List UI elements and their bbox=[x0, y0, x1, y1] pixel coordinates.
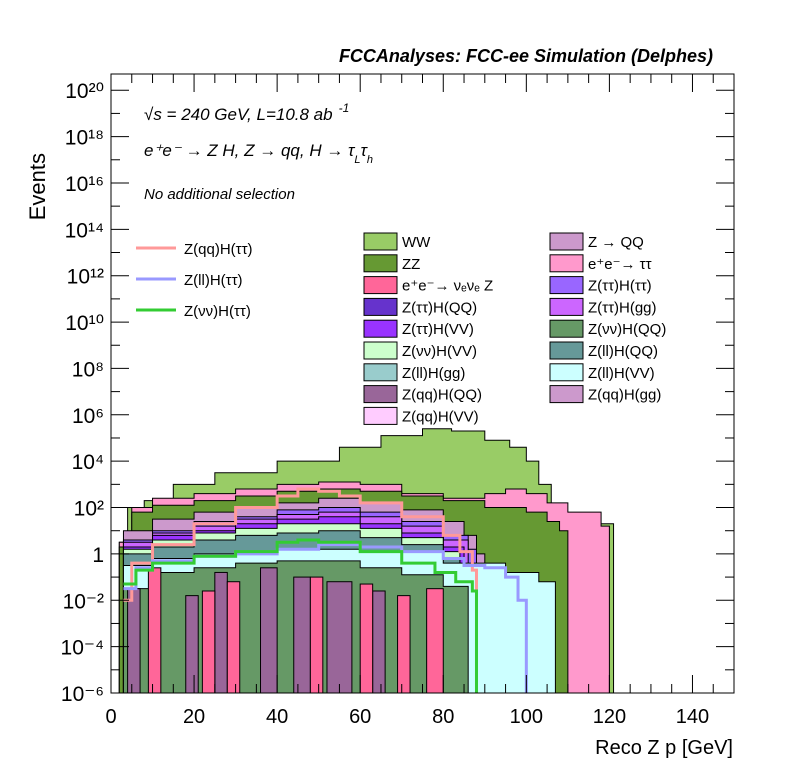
spike-bin bbox=[372, 590, 386, 694]
process-text: e⁺e⁻ → Z H, Z → qq, H → τ bbox=[144, 141, 356, 160]
chart-title: FCCAnalyses: FCC-ee Simulation (Delphes) bbox=[339, 46, 713, 66]
legend-swatch bbox=[363, 254, 398, 273]
process-sub-l: L bbox=[354, 154, 360, 166]
legend-label: Z → QQ bbox=[588, 234, 644, 251]
legend-label: Z(ττ)H(gg) bbox=[588, 299, 657, 316]
legend-swatch bbox=[363, 363, 398, 382]
spike-bin bbox=[214, 571, 228, 694]
legend-label: Z(νν)H(VV) bbox=[402, 343, 477, 360]
legend-label: Z(ll)H(VV) bbox=[588, 365, 655, 382]
legend: Z(qq)H(ττ) Z(ll)H(ττ) Z(νν)H(ττ) WW ZZ e⁺e⁻→ … bbox=[136, 232, 666, 425]
y-tick-label: 10¹⁸ bbox=[65, 127, 104, 150]
legend-swatch bbox=[363, 385, 398, 404]
legend-swatch bbox=[549, 341, 584, 360]
x-tick-label: 60 bbox=[349, 706, 371, 728]
y-tick-label: 10⁴ bbox=[72, 451, 104, 474]
legend-label: Z(qq)H(gg) bbox=[588, 387, 661, 404]
signal-line bbox=[123, 487, 478, 693]
spike-bin bbox=[426, 588, 444, 694]
x-tick-label: 140 bbox=[676, 706, 709, 728]
signal-line bbox=[123, 538, 478, 693]
x-tick-label: 40 bbox=[266, 706, 288, 728]
spike-bin bbox=[226, 581, 241, 694]
process-tau: τ bbox=[361, 141, 369, 160]
x-tick-label: 120 bbox=[593, 706, 626, 728]
legend-swatch bbox=[363, 232, 398, 251]
legend-label: Z(ll)H(gg) bbox=[402, 365, 465, 382]
y-tick-label: 10⁻² bbox=[63, 590, 104, 613]
legend-label: Z(qq)H(ττ) bbox=[184, 241, 253, 258]
legend-swatch bbox=[549, 276, 584, 295]
x-tick-label: 20 bbox=[183, 706, 205, 728]
spike-bin bbox=[260, 567, 278, 694]
y-axis-ticks: 10⁻⁶ 10⁻⁴ 10⁻² 1 10² 10⁴ 10⁶ 10⁸ 10¹⁰ 10¹² 10¹⁴ 10¹… bbox=[61, 80, 734, 706]
legend-swatch bbox=[549, 297, 584, 316]
x-axis-ticks: 0 20 40 60 80 100 120 140 bbox=[105, 74, 735, 728]
legend-label: Z(νν)H(ττ) bbox=[184, 303, 251, 320]
legend-label: WW bbox=[402, 234, 431, 251]
legend-label: Z(qq)H(VV) bbox=[402, 408, 479, 425]
energy-text: √s = 240 GeV, L=10.8 ab bbox=[144, 105, 333, 124]
selection-annotation: No additional selection bbox=[144, 186, 295, 203]
legend-label: Z(ττ)H(QQ) bbox=[402, 299, 477, 316]
signal-lines bbox=[123, 487, 528, 693]
spike-bin bbox=[326, 581, 353, 694]
x-tick-label: 100 bbox=[510, 706, 543, 728]
legend-label: Z(ll)H(ττ) bbox=[184, 272, 243, 289]
energy-annotation: √s = 240 GeV, L=10.8 ab -1 bbox=[144, 101, 349, 124]
legend-label: e⁺e⁻→ νₑνₑ Z bbox=[402, 278, 493, 295]
process-annotation: e⁺e⁻ → Z H, Z → qq, H → τLτh bbox=[144, 141, 373, 166]
legend-swatch bbox=[549, 254, 584, 273]
y-tick-label: 1 bbox=[92, 544, 104, 567]
spike-bin bbox=[185, 595, 199, 694]
legend-label: Z(νν)H(QQ) bbox=[588, 321, 666, 338]
legend-label: ZZ bbox=[402, 256, 420, 273]
legend-label: Z(ττ)H(ττ) bbox=[588, 278, 652, 295]
spike-bin bbox=[309, 576, 324, 694]
spike-bin bbox=[127, 588, 141, 694]
legend-swatch bbox=[363, 319, 398, 338]
spike-bins bbox=[127, 567, 444, 694]
spike-bin bbox=[293, 576, 311, 694]
spike-bin bbox=[147, 567, 162, 694]
x-axis-label: Reco Z p [GeV] bbox=[595, 737, 733, 759]
process-sub-h: h bbox=[367, 154, 373, 166]
y-tick-label: 10⁶ bbox=[72, 405, 104, 428]
legend-label: Z(ττ)H(VV) bbox=[402, 321, 474, 338]
y-tick-label: 10⁻⁶ bbox=[61, 683, 104, 706]
y-tick-label: 10¹⁴ bbox=[65, 219, 104, 242]
y-axis-label: Events bbox=[25, 153, 50, 220]
spike-bin bbox=[201, 590, 216, 694]
legend-swatch bbox=[549, 363, 584, 382]
energy-exponent: -1 bbox=[339, 101, 350, 115]
legend-swatch bbox=[549, 232, 584, 251]
legend-label: Z(ll)H(QQ) bbox=[588, 343, 658, 360]
spike-bin bbox=[397, 595, 411, 694]
y-tick-label: 10¹⁶ bbox=[65, 173, 104, 196]
legend-swatch bbox=[549, 319, 584, 338]
x-tick-label: 0 bbox=[105, 706, 116, 728]
y-tick-label: 10² bbox=[74, 498, 104, 521]
x-tick-label: 80 bbox=[432, 706, 454, 728]
legend-swatch bbox=[363, 406, 398, 425]
y-tick-label: 10⁸ bbox=[72, 358, 104, 381]
y-tick-label: 10⁻⁴ bbox=[61, 637, 104, 660]
legend-label: e⁺e⁻→ ττ bbox=[588, 256, 652, 273]
y-tick-label: 10¹⁰ bbox=[65, 312, 104, 335]
legend-label: Z(qq)H(QQ) bbox=[402, 387, 482, 404]
legend-swatch bbox=[549, 385, 584, 404]
legend-swatch bbox=[363, 297, 398, 316]
legend-swatch bbox=[363, 276, 398, 295]
y-tick-label: 10²⁰ bbox=[65, 80, 104, 103]
y-tick-label: 10¹² bbox=[67, 266, 104, 289]
legend-swatch bbox=[363, 341, 398, 360]
spike-bin bbox=[359, 583, 374, 694]
